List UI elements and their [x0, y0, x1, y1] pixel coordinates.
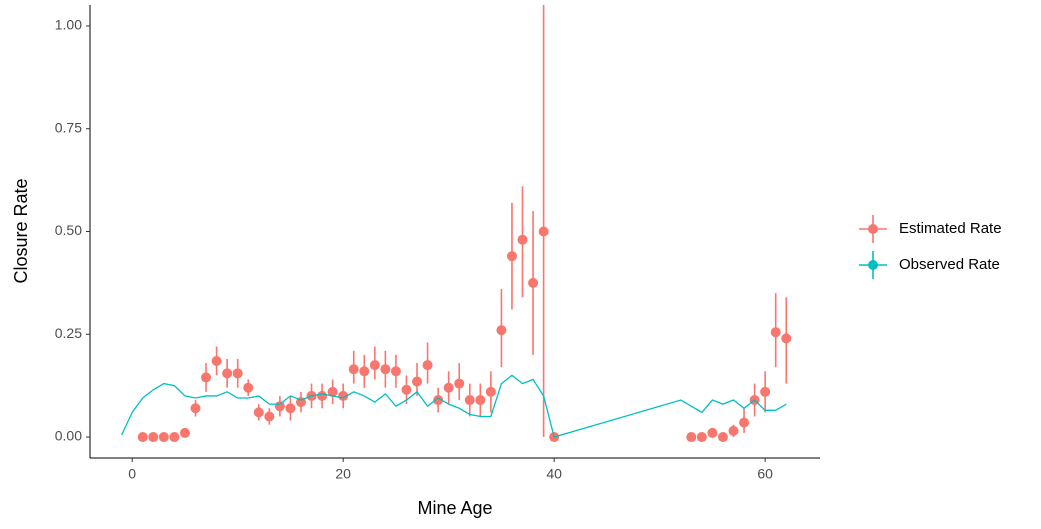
point: [274, 401, 285, 412]
point: [253, 407, 264, 418]
point: [696, 432, 707, 443]
plot-area: [121, 5, 792, 443]
point: [317, 390, 328, 401]
point: [496, 325, 507, 336]
point: [707, 427, 718, 438]
y-tick-label: 1.00: [55, 17, 82, 33]
point: [390, 366, 401, 377]
point: [422, 360, 433, 371]
point: [443, 382, 454, 393]
point: [137, 432, 148, 443]
point: [327, 386, 338, 397]
point: [464, 395, 475, 406]
point: [538, 226, 549, 237]
point: [369, 360, 380, 371]
legend-dot: [868, 224, 878, 234]
point: [454, 378, 465, 389]
point: [770, 327, 781, 338]
point: [169, 432, 180, 443]
point: [781, 333, 792, 344]
y-tick-label: 0.25: [55, 325, 82, 341]
point: [359, 366, 370, 377]
point: [728, 425, 739, 436]
x-tick-label: 40: [546, 466, 562, 482]
x-tick-label: 0: [128, 466, 136, 482]
point: [433, 395, 444, 406]
point: [211, 355, 222, 366]
point: [179, 427, 190, 438]
point: [517, 234, 528, 245]
legend-label: Observed Rate: [899, 256, 1000, 273]
point: [739, 417, 750, 428]
point: [506, 251, 517, 262]
point: [760, 386, 771, 397]
y-tick-label: 0.75: [55, 119, 82, 135]
point: [222, 368, 233, 379]
point: [338, 390, 349, 401]
point: [528, 277, 539, 288]
x-axis-title: Mine Age: [417, 498, 492, 518]
observed-line: [121, 374, 787, 438]
x-tick-label: 60: [757, 466, 773, 482]
y-axis-title: Closure Rate: [11, 178, 31, 283]
point: [348, 364, 359, 375]
point: [148, 432, 159, 443]
point: [717, 432, 728, 443]
point: [380, 364, 391, 375]
point: [264, 411, 275, 422]
point: [401, 384, 412, 395]
point: [475, 395, 486, 406]
point: [485, 386, 496, 397]
point: [243, 382, 254, 393]
legend-dot: [868, 260, 878, 270]
point: [285, 403, 296, 414]
point: [190, 403, 201, 414]
x-tick-label: 20: [335, 466, 351, 482]
y-tick-label: 0.50: [55, 222, 82, 238]
point: [158, 432, 169, 443]
point: [686, 432, 697, 443]
point: [232, 368, 243, 379]
point: [412, 376, 423, 387]
y-tick-label: 0.00: [55, 428, 82, 444]
legend-label: Estimated Rate: [899, 220, 1002, 237]
point: [201, 372, 212, 383]
